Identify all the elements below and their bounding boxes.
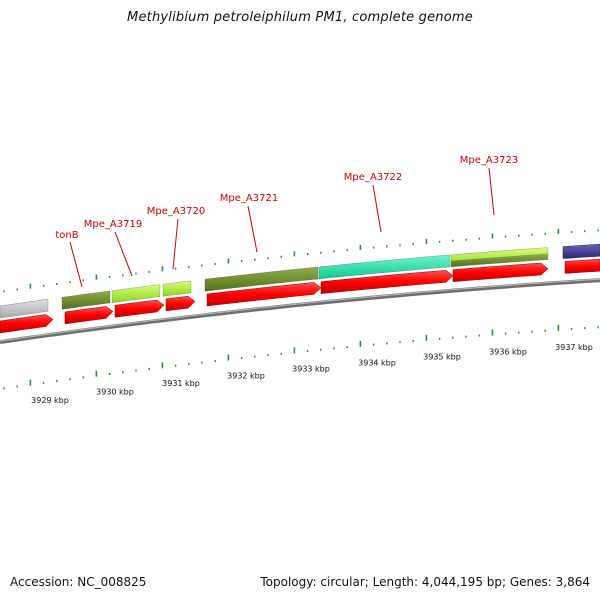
gene-label-Mpe_A3721[interactable]: Mpe_A3721 xyxy=(220,193,278,204)
scale-label: 3929 kbp xyxy=(31,396,69,405)
cds-arrow[interactable] xyxy=(320,270,454,294)
gene-leader-line xyxy=(372,184,382,233)
cds-arrow[interactable] xyxy=(165,295,196,312)
scale-label: 3937 kbp xyxy=(555,343,593,352)
gene-band-Mpe_A3722[interactable] xyxy=(318,254,451,280)
gene-band-offscreen-right xyxy=(562,243,600,259)
cds-arrow[interactable] xyxy=(64,306,114,325)
backbone-highlight xyxy=(0,278,600,342)
cds-arrow[interactable] xyxy=(452,262,549,282)
gene-label-Mpe_A3723[interactable]: Mpe_A3723 xyxy=(460,155,518,166)
gene-leader-line xyxy=(172,218,179,270)
scale-label: 3935 kbp xyxy=(423,353,461,362)
gene-band-Mpe_A3720[interactable] xyxy=(162,280,192,297)
scale-label: 3933 kbp xyxy=(292,365,330,374)
map-title: Methylibium petroleiphilum PM1, complete… xyxy=(127,10,473,25)
gene-label-Mpe_A3722[interactable]: Mpe_A3722 xyxy=(344,172,402,183)
gene-leader-line xyxy=(69,241,83,288)
cds-arrow[interactable] xyxy=(0,314,54,334)
scale-label: 3931 kbp xyxy=(162,379,200,388)
scale-label: 3936 kbp xyxy=(489,347,527,356)
cds-arrow[interactable] xyxy=(206,282,322,307)
gene-band-Mpe_A3721[interactable] xyxy=(204,266,319,292)
backbone-line xyxy=(0,278,600,344)
gene-leader-line xyxy=(247,205,258,253)
gene-label-Mpe_A3719[interactable]: Mpe_A3719 xyxy=(84,219,142,230)
scale-label: 3932 kbp xyxy=(227,372,265,381)
genome-info-text: Topology: circular; Length: 4,044,195 bp… xyxy=(260,575,590,589)
accession-text: Accession: NC_008825 xyxy=(10,575,147,589)
gene-leader-line xyxy=(488,167,495,216)
scale-label: 3930 kbp xyxy=(96,387,134,396)
gene-band-Mpe_A3719[interactable] xyxy=(111,284,161,303)
gene-band-offscreen-left xyxy=(0,298,49,319)
cds-arrow[interactable] xyxy=(114,299,165,318)
gene-label-tonB[interactable]: tonB xyxy=(55,230,78,241)
gene-label-Mpe_A3720[interactable]: Mpe_A3720 xyxy=(147,206,205,217)
gene-band-tonB[interactable] xyxy=(61,290,111,310)
gene-band-Mpe_A3723-lower xyxy=(451,253,548,267)
scale-label: 3934 kbp xyxy=(358,358,396,367)
gene-leader-line xyxy=(114,231,133,277)
cds-arrow[interactable] xyxy=(564,258,600,274)
